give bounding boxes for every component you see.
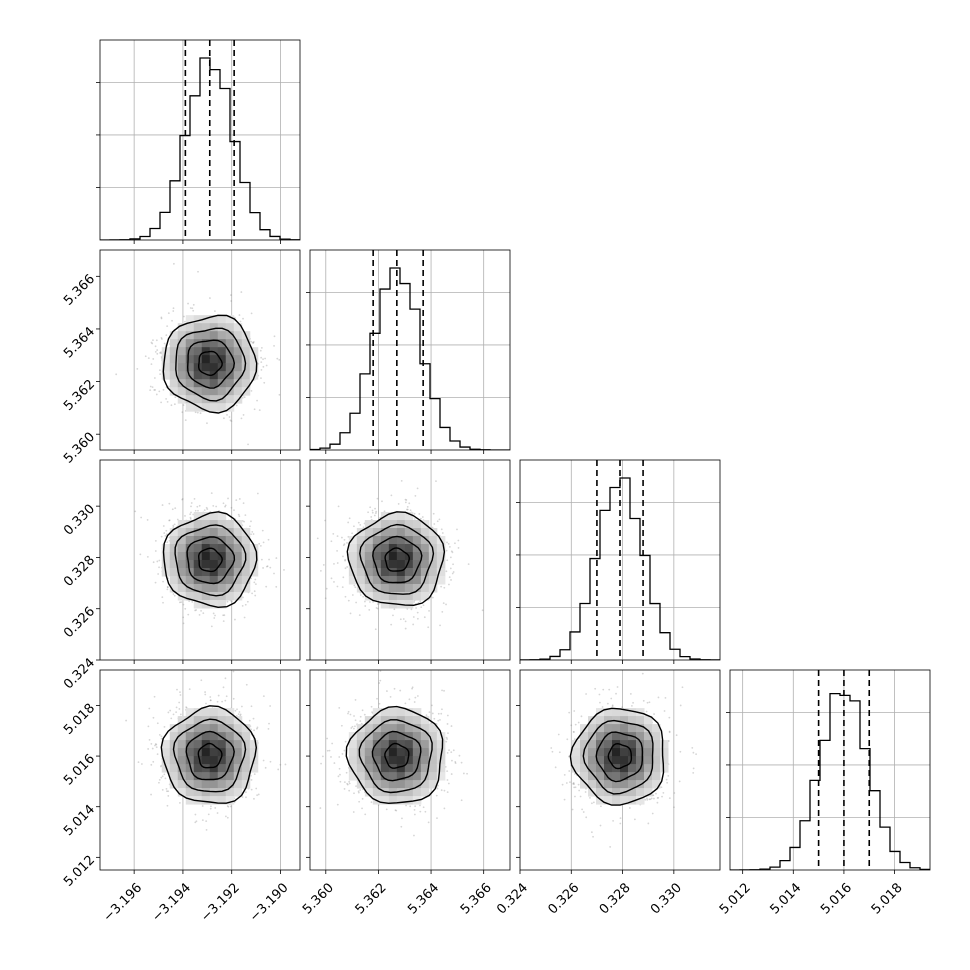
x-tick-label: −3.192 <box>198 880 243 925</box>
panel-0-0 <box>96 39 301 244</box>
contour-line <box>162 314 258 414</box>
contour-line <box>197 742 223 769</box>
histogram-step <box>100 57 300 240</box>
x-tick-label: −3.196 <box>101 880 146 925</box>
panel-1-0 <box>96 249 301 454</box>
panel-frame <box>519 459 721 661</box>
contour-line <box>175 327 247 402</box>
contour-line <box>160 705 258 804</box>
contour-line <box>569 707 665 806</box>
y-tick-label: 5.014 <box>61 802 98 839</box>
y-tick-label: 5.012 <box>61 853 98 890</box>
contour-line <box>595 731 644 783</box>
y-tick-label: 5.016 <box>61 752 98 789</box>
contour-line <box>358 719 433 794</box>
x-tick-label: 5.018 <box>869 880 906 917</box>
y-tick-label: 0.326 <box>61 604 98 641</box>
panel-frame <box>309 459 511 661</box>
histogram-step <box>310 267 510 450</box>
x-tick-label: 5.014 <box>767 880 804 917</box>
y-tick-label: 5.366 <box>61 272 98 309</box>
contour-line <box>345 705 444 805</box>
contour-line <box>186 536 236 585</box>
x-tick-label: −3.190 <box>247 880 292 925</box>
contour-line <box>174 524 247 597</box>
contour-line <box>582 719 654 795</box>
contour-line <box>384 547 411 572</box>
y-tick-label: 5.360 <box>61 430 98 467</box>
contour-line <box>359 523 435 595</box>
y-tick-label: 5.018 <box>61 701 98 738</box>
panel-3-1 <box>306 669 511 874</box>
y-tick-label: 5.364 <box>61 324 98 361</box>
panel-frame <box>519 669 721 871</box>
panel-frame <box>99 249 301 451</box>
y-tick-label: 5.362 <box>61 377 98 414</box>
panel-frame <box>99 39 301 241</box>
histogram-step <box>730 692 930 870</box>
panel-3-2 <box>516 669 721 874</box>
y-tick-label: 0.328 <box>61 553 98 590</box>
y-tick-label: 0.324 <box>61 655 98 692</box>
contour-line <box>371 730 422 782</box>
panel-frame <box>99 669 301 871</box>
y-tick-label: 0.330 <box>61 502 98 539</box>
density-cells <box>572 708 669 805</box>
panel-frame <box>99 459 301 661</box>
x-tick-label: 0.330 <box>648 880 685 917</box>
contour-line <box>162 511 258 609</box>
contour-line <box>172 718 247 793</box>
contour-line <box>186 339 236 389</box>
x-tick-label: 0.324 <box>494 880 531 917</box>
panel-frame <box>309 249 511 451</box>
x-tick-label: 5.366 <box>458 880 495 917</box>
panel-3-3 <box>726 669 931 874</box>
contour-line <box>372 535 423 584</box>
x-tick-label: 5.016 <box>818 880 855 917</box>
contour-line <box>197 547 223 573</box>
contour-line <box>607 742 633 770</box>
panel-2-0 <box>96 459 301 664</box>
panel-1-1 <box>306 249 511 454</box>
panel-2-1 <box>306 459 511 664</box>
x-tick-label: −3.194 <box>149 880 194 925</box>
contour-line <box>384 742 410 769</box>
panel-3-0 <box>96 669 301 874</box>
x-tick-label: 5.362 <box>353 880 390 917</box>
x-tick-label: 0.326 <box>545 880 582 917</box>
contour-line <box>198 350 223 377</box>
panel-frame <box>729 669 931 871</box>
x-tick-label: 5.364 <box>405 880 442 917</box>
contour-line <box>346 511 446 607</box>
x-tick-label: 5.360 <box>300 880 337 917</box>
x-tick-label: 5.012 <box>717 880 754 917</box>
panel-2-2 <box>516 459 721 664</box>
panel-frame <box>309 669 511 871</box>
x-tick-label: 0.328 <box>597 880 634 917</box>
contour-line <box>185 730 235 781</box>
